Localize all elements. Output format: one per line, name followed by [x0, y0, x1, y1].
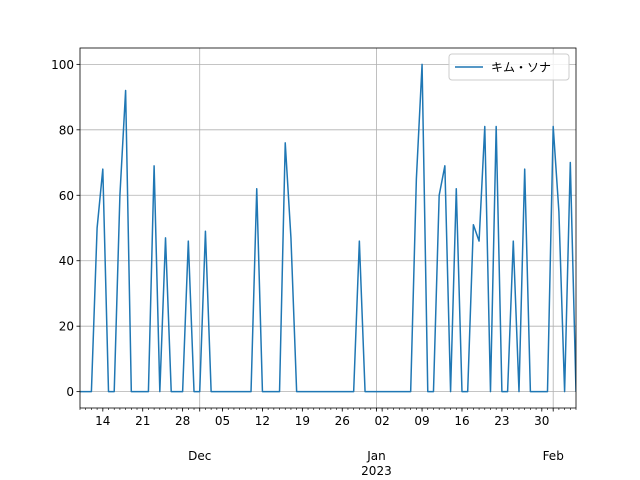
- y-tick-label: 0: [66, 385, 74, 399]
- axes-frame: [79, 47, 577, 409]
- x-tick-label: 21: [135, 414, 150, 428]
- x-tick-label: 16: [454, 414, 469, 428]
- x-month-label: Feb: [543, 449, 564, 463]
- y-tick-label: 100: [51, 58, 74, 72]
- x-month-label: Dec: [188, 449, 211, 463]
- x-tick-label: 05: [215, 414, 230, 428]
- x-month-label: Jan: [366, 449, 386, 463]
- legend-label: キム・ソナ: [491, 61, 551, 75]
- x-tick-label: 28: [175, 414, 190, 428]
- x-tick-label: 23: [494, 414, 509, 428]
- x-tick-label: 14: [95, 414, 110, 428]
- x-tick-label: 19: [295, 414, 310, 428]
- y-tick-label: 40: [59, 254, 74, 268]
- data-line: [80, 63, 576, 393]
- y-tick-label: 60: [59, 189, 74, 203]
- y-tick-label: 80: [59, 123, 74, 137]
- x-tick-label: 02: [375, 414, 390, 428]
- x-tick-label: 26: [335, 414, 350, 428]
- legend-box: [448, 53, 570, 81]
- x-year-label: 2023: [361, 464, 392, 478]
- x-tick-label: 30: [534, 414, 549, 428]
- x-tick-label: 09: [414, 414, 429, 428]
- y-tick-label: 20: [59, 320, 74, 334]
- x-tick-label: 12: [255, 414, 270, 428]
